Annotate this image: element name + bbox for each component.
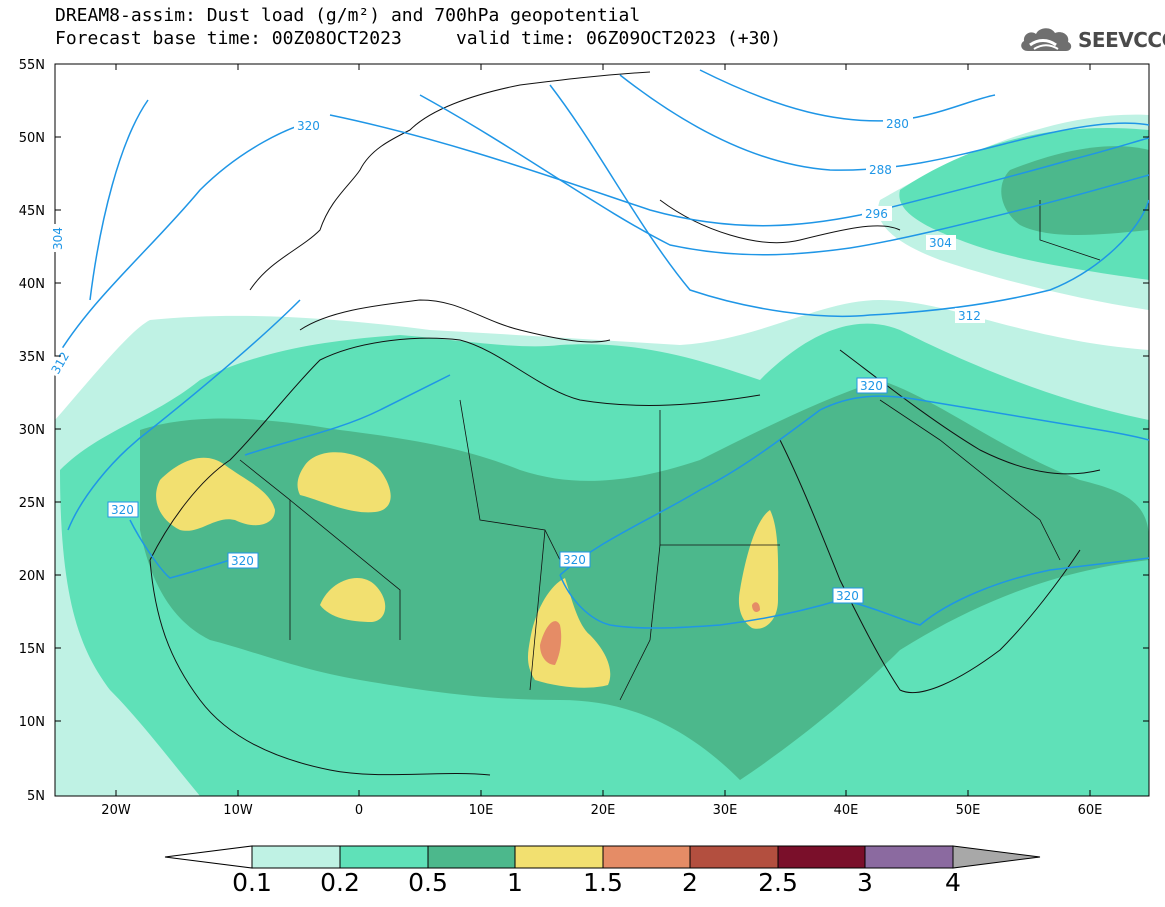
contour-label: 304 bbox=[50, 224, 65, 252]
dust-patch-algeria bbox=[297, 452, 391, 513]
colorbar-cell bbox=[339, 845, 429, 869]
svg-text:312: 312 bbox=[958, 309, 981, 323]
contour-label: 320 bbox=[107, 501, 139, 518]
svg-text:30N: 30N bbox=[19, 423, 45, 438]
svg-text:50E: 50E bbox=[956, 803, 981, 818]
colorbar-cell bbox=[251, 845, 341, 869]
svg-text:30E: 30E bbox=[713, 803, 738, 818]
contour-label: 288 bbox=[866, 162, 896, 177]
svg-text:55N: 55N bbox=[19, 58, 45, 73]
colorbar-under-arrow bbox=[164, 845, 253, 869]
colorbar-cell bbox=[777, 845, 866, 869]
contour-label: 312 bbox=[955, 308, 985, 323]
country-borders bbox=[239, 200, 1101, 701]
contour-label: 304 bbox=[926, 235, 956, 250]
logo-text: SEEVCCC bbox=[1078, 28, 1165, 52]
svg-text:320: 320 bbox=[231, 554, 254, 568]
colorbar-cell bbox=[864, 845, 954, 869]
svg-text:10N: 10N bbox=[19, 715, 45, 730]
colorbar-label: 0.5 bbox=[408, 868, 448, 897]
colorbar-cell bbox=[514, 845, 604, 869]
seevccc-logo: SEEVCCC bbox=[1018, 24, 1165, 56]
colorbar-label: 4 bbox=[945, 868, 961, 897]
dust-patch-mali bbox=[320, 577, 386, 622]
colorbar-label: 0.1 bbox=[232, 868, 272, 897]
colorbar-label: 1.5 bbox=[583, 868, 623, 897]
contour-label: 320 bbox=[227, 552, 259, 569]
svg-text:10E: 10E bbox=[469, 803, 494, 818]
colorbar-label: 2.5 bbox=[758, 868, 798, 897]
contour-label: 320 bbox=[559, 551, 591, 568]
map-title: DREAM8-assim: Dust load (g/m²) and 700hP… bbox=[55, 5, 641, 26]
contour-label: 296 bbox=[862, 206, 892, 221]
colorbar-cell bbox=[689, 845, 779, 869]
svg-text:20N: 20N bbox=[19, 569, 45, 584]
cloud-logo-icon bbox=[1021, 28, 1072, 51]
contour-288 bbox=[619, 74, 1149, 171]
svg-text:5N: 5N bbox=[27, 789, 45, 804]
dust-patch-chad-core bbox=[540, 621, 562, 665]
contour-label: 320 bbox=[294, 118, 324, 133]
svg-text:45N: 45N bbox=[19, 204, 45, 219]
dust-patch-sudan bbox=[738, 510, 779, 629]
svg-text:304: 304 bbox=[929, 236, 952, 250]
contour-label: 320 bbox=[856, 377, 888, 394]
coastlines bbox=[149, 71, 1101, 776]
svg-text:320: 320 bbox=[860, 379, 883, 393]
svg-text:0: 0 bbox=[355, 803, 363, 818]
colorbar-cell bbox=[427, 845, 516, 869]
svg-text:10W: 10W bbox=[223, 803, 253, 818]
svg-text:20W: 20W bbox=[101, 803, 131, 818]
colorbar-label: 2 bbox=[682, 868, 698, 897]
svg-text:288: 288 bbox=[869, 163, 892, 177]
svg-text:20E: 20E bbox=[591, 803, 616, 818]
contour-320-east bbox=[559, 395, 1149, 576]
contour-304 bbox=[419, 94, 1149, 256]
colorbar-label: 0.2 bbox=[320, 868, 360, 897]
svg-text:15N: 15N bbox=[19, 642, 45, 657]
svg-text:40N: 40N bbox=[19, 277, 45, 292]
svg-text:304: 304 bbox=[51, 227, 65, 250]
svg-text:40E: 40E bbox=[834, 803, 859, 818]
colorbar-label: 3 bbox=[857, 868, 873, 897]
latitude-labels: 55N 50N 45N 40N 35N 30N 25N 20N 15N 10N … bbox=[19, 58, 45, 804]
contour-label: 312 bbox=[46, 346, 74, 379]
svg-text:320: 320 bbox=[297, 119, 320, 133]
contour-label: 320 bbox=[832, 587, 864, 604]
svg-text:50N: 50N bbox=[19, 131, 45, 146]
svg-text:320: 320 bbox=[563, 553, 586, 567]
map-frame bbox=[54, 63, 1150, 797]
longitude-labels: 20W 10W 0 10E 20E 30E 40E 50E 60E bbox=[101, 803, 1102, 818]
svg-text:60E: 60E bbox=[1078, 803, 1103, 818]
contour-labels: 280 288 296 304 312 320 320 320 320 320 … bbox=[46, 116, 985, 604]
svg-text:320: 320 bbox=[836, 589, 859, 603]
svg-text:280: 280 bbox=[886, 117, 909, 131]
colorbar-over-arrow bbox=[952, 845, 1041, 869]
colorbar bbox=[164, 845, 1041, 869]
svg-text:296: 296 bbox=[865, 207, 888, 221]
longitude-ticks bbox=[115, 64, 1091, 796]
contour-320-west bbox=[67, 99, 301, 531]
contour-280 bbox=[699, 69, 996, 122]
svg-text:35N: 35N bbox=[19, 350, 45, 365]
dust-patch-sudan-core bbox=[752, 602, 760, 613]
colorbar-label: 1 bbox=[507, 868, 523, 897]
svg-text:320: 320 bbox=[111, 503, 134, 517]
latitude-ticks bbox=[55, 136, 1149, 722]
dust-field-dense bbox=[140, 380, 1149, 780]
svg-text:25N: 25N bbox=[19, 496, 45, 511]
contour-296 bbox=[329, 114, 1149, 227]
contour-label: 280 bbox=[883, 116, 913, 131]
dust-field bbox=[55, 114, 1149, 796]
forecast-time-line: Forecast base time: 00Z08OCT2023 valid t… bbox=[55, 28, 782, 49]
dust-patch-west-sahara bbox=[156, 457, 275, 531]
colorbar-cell bbox=[602, 845, 691, 869]
contour-312 bbox=[55, 84, 1149, 361]
